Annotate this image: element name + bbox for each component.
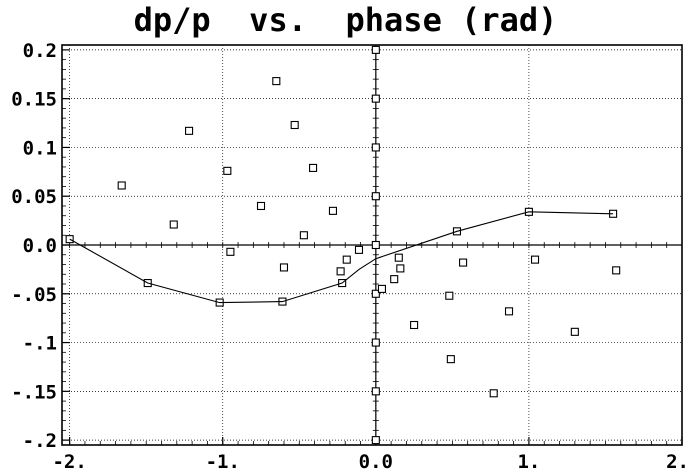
data-point-marker	[489, 389, 498, 398]
x-tick-label: -2.	[52, 451, 86, 473]
data-point-marker	[612, 266, 621, 275]
data-point-marker	[371, 387, 380, 396]
data-point-marker	[328, 206, 338, 215]
x-tick-label: 0.0	[359, 451, 393, 473]
y-tick-label: 0.0	[23, 235, 57, 257]
data-point-marker	[377, 284, 387, 293]
y-tick-label: 0.1	[23, 137, 57, 159]
data-point-marker	[65, 235, 74, 244]
data-point-marker	[371, 94, 380, 103]
x-tick-label: -1.	[206, 451, 240, 473]
data-point-marker	[299, 231, 308, 240]
data-point-marker	[530, 255, 540, 264]
data-point-marker	[371, 192, 380, 201]
y-tick-label: 0.05	[11, 186, 57, 208]
data-point-marker	[410, 320, 419, 330]
y-tick-label: 0.15	[11, 89, 57, 111]
data-point-marker	[446, 355, 455, 364]
data-point-marker	[279, 263, 289, 272]
data-point-marker	[223, 166, 232, 175]
data-point-marker	[354, 245, 364, 254]
data-point-marker	[396, 264, 405, 273]
data-point-marker	[309, 163, 318, 172]
data-point-marker	[169, 220, 178, 229]
data-point-marker	[504, 307, 514, 316]
data-point-marker	[272, 77, 281, 86]
y-tick-label: 0.2	[23, 40, 57, 62]
x-tick-label: 2.	[666, 451, 689, 473]
data-point-marker	[459, 258, 468, 267]
y-tick-label: -.2	[23, 430, 57, 452]
x-tick-label: 1.	[517, 451, 540, 473]
data-point-marker	[336, 267, 345, 276]
data-point-marker	[394, 253, 403, 262]
y-tick-label: -.1	[23, 333, 57, 355]
y-tick-label: -.15	[11, 381, 57, 403]
data-point-marker	[371, 338, 380, 347]
fit-line	[69, 211, 614, 304]
data-point-marker	[226, 247, 235, 256]
data-point-marker	[371, 289, 380, 298]
y-tick-label: -.05	[11, 284, 57, 306]
data-point-marker	[371, 45, 380, 54]
data-point-marker	[371, 143, 380, 152]
data-point-marker	[185, 126, 194, 135]
data-point-marker	[445, 291, 454, 300]
data-point-marker	[371, 240, 380, 250]
data-point-marker	[256, 201, 266, 211]
chart-title: dp/p vs. phase (rad)	[133, 1, 558, 39]
data-point-marker	[117, 181, 126, 190]
data-point-marker	[371, 436, 380, 445]
data-point-marker	[570, 327, 579, 336]
data-point-marker	[390, 275, 399, 284]
data-point-marker	[342, 255, 351, 264]
data-point-marker	[290, 120, 299, 130]
